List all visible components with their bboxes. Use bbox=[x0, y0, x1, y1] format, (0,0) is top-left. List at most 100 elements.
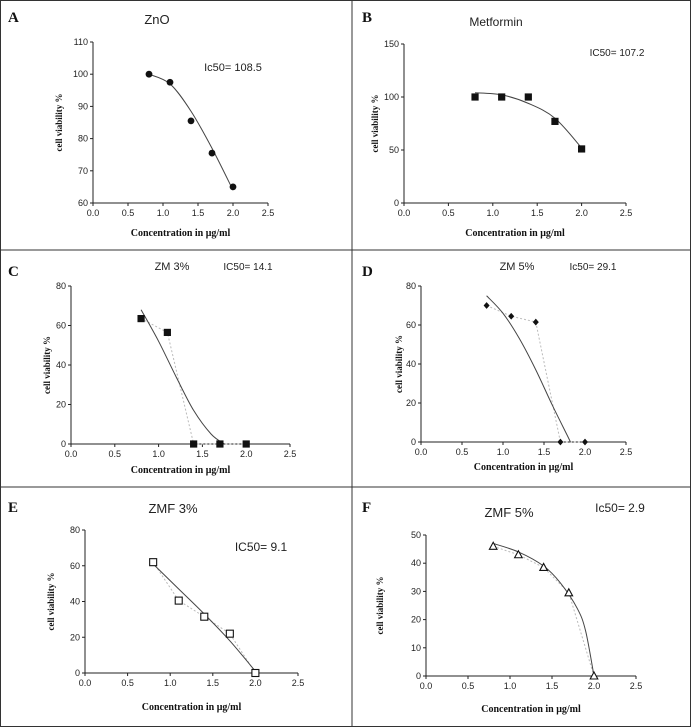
data-point bbox=[166, 78, 174, 86]
x-axis-label: Concentration in μg/ml bbox=[474, 462, 574, 473]
y-tick-label: 10 bbox=[411, 643, 421, 653]
ic50-label: IC50= 107.2 bbox=[590, 48, 645, 59]
y-axis-label: cell viability % bbox=[394, 335, 404, 393]
chart-title: ZM 3% bbox=[155, 261, 190, 273]
x-axis-label: Concentration in μg/ml bbox=[465, 228, 565, 239]
x-tick-label: 2.0 bbox=[227, 208, 240, 218]
x-tick-label: 1.5 bbox=[531, 208, 544, 218]
y-tick-label: 60 bbox=[406, 320, 416, 330]
y-tick-label: 20 bbox=[411, 615, 421, 625]
y-tick-label: 40 bbox=[70, 597, 80, 607]
x-tick-label: 1.0 bbox=[164, 678, 177, 688]
y-tick-label: 0 bbox=[75, 668, 80, 678]
y-axis-label: cell viability % bbox=[46, 573, 56, 631]
panels: A ZnO Ic50= 108.5 0.0 0.5 1.0 1.5 2.0 2.5 60 70 80 9… bbox=[8, 10, 645, 715]
y-tick-label: 60 bbox=[56, 321, 66, 331]
data-connector-line bbox=[486, 305, 585, 443]
x-tick-label: 2.5 bbox=[630, 681, 643, 691]
y-tick-label: 70 bbox=[78, 166, 88, 176]
x-tick-label: 0.0 bbox=[415, 447, 428, 457]
panel-f: F ZMF 5% Ic50= 2.9 0.0 0.5 1.0 1.5 2.0 2.5 0 10 20 3… bbox=[362, 500, 645, 715]
panel-a: A ZnO Ic50= 108.5 0.0 0.5 1.0 1.5 2.0 2.5 60 70 80 9… bbox=[8, 10, 274, 239]
data-point bbox=[578, 145, 586, 153]
x-tick-label: 0.0 bbox=[79, 678, 92, 688]
y-tick-label: 50 bbox=[389, 145, 399, 155]
y-axis-label: cell viability % bbox=[375, 577, 385, 635]
data-point bbox=[163, 328, 171, 337]
y-axis-label: cell viability % bbox=[370, 95, 380, 153]
x-tick-label: 2.5 bbox=[620, 208, 633, 218]
y-tick-label: 100 bbox=[73, 69, 88, 79]
data-point bbox=[225, 629, 234, 638]
data-point bbox=[532, 318, 539, 326]
data-point bbox=[471, 93, 479, 101]
panel-letter: D bbox=[362, 264, 373, 280]
y-axis-label: cell viability % bbox=[42, 336, 52, 394]
y-tick-label: 30 bbox=[411, 586, 421, 596]
x-tick-label: 2.5 bbox=[620, 447, 633, 457]
y-axis-label: cell viability % bbox=[54, 94, 64, 152]
chart-title: ZMF 3% bbox=[148, 501, 198, 516]
x-tick-label: 0.5 bbox=[456, 447, 469, 457]
x-tick-label: 1.0 bbox=[157, 208, 170, 218]
ic50-label: Ic50= 29.1 bbox=[570, 262, 617, 273]
x-tick-label: 2.5 bbox=[284, 449, 297, 459]
y-tick-label: 80 bbox=[406, 281, 416, 291]
x-tick-label: 1.0 bbox=[152, 449, 165, 459]
fit-curve bbox=[148, 73, 234, 191]
y-tick-label: 100 bbox=[384, 92, 399, 102]
data-point bbox=[589, 670, 599, 680]
y-tick-label: 20 bbox=[70, 632, 80, 642]
x-tick-label: 2.0 bbox=[588, 681, 601, 691]
y-tick-label: 110 bbox=[74, 37, 88, 47]
x-tick-label: 2.0 bbox=[240, 449, 253, 459]
y-tick-label: 40 bbox=[411, 558, 421, 568]
data-point bbox=[137, 314, 145, 323]
x-tick-label: 1.0 bbox=[504, 681, 517, 691]
data-point bbox=[242, 440, 250, 448]
y-tick-label: 40 bbox=[406, 359, 416, 369]
y-tick-label: 20 bbox=[406, 398, 416, 408]
y-tick-label: 60 bbox=[78, 198, 88, 208]
ic50-label: Ic50= 2.9 bbox=[595, 501, 645, 515]
x-tick-label: 1.0 bbox=[487, 208, 500, 218]
chart-title: ZMF 5% bbox=[484, 505, 534, 520]
data-point bbox=[187, 117, 195, 125]
x-tick-label: 2.5 bbox=[292, 678, 305, 688]
data-point bbox=[508, 312, 515, 320]
data-point bbox=[582, 438, 588, 446]
y-tick-label: 80 bbox=[70, 525, 80, 535]
data-point bbox=[551, 117, 559, 125]
data-point bbox=[200, 612, 209, 621]
panel-b: B Metformin IC50= 107.2 0.0 0.5 1.0 1.5 2.0 2.5 0… bbox=[362, 10, 645, 239]
data-point bbox=[524, 93, 532, 101]
x-tick-label: 0.0 bbox=[398, 208, 411, 218]
data-point bbox=[174, 596, 183, 605]
y-tick-label: 150 bbox=[384, 39, 399, 49]
panel-e: E ZMF 3% IC50= 9.1 0.0 0.5 1.0 1.5 2.0 2.5 0 20 40 6… bbox=[8, 500, 304, 713]
x-tick-label: 2.0 bbox=[249, 678, 262, 688]
data-point bbox=[483, 302, 490, 309]
chart-title: ZnO bbox=[144, 12, 169, 27]
data-point bbox=[190, 440, 198, 448]
x-axis-label: Concentration in μg/ml bbox=[131, 465, 231, 476]
x-tick-label: 2.0 bbox=[579, 447, 592, 457]
data-point bbox=[564, 587, 574, 597]
y-tick-label: 20 bbox=[56, 400, 66, 410]
data-point bbox=[216, 440, 224, 448]
x-tick-label: 1.5 bbox=[207, 678, 220, 688]
ic50-label: IC50= 9.1 bbox=[235, 540, 288, 554]
fit-curve bbox=[486, 295, 571, 443]
y-tick-label: 40 bbox=[56, 360, 66, 370]
panel-letter: E bbox=[8, 500, 18, 516]
panel-d: D ZM 5% Ic50= 29.1 0.0 0.5 1.0 1.5 2.0 2.5 0 20 40 6… bbox=[362, 261, 632, 473]
y-tick-label: 90 bbox=[78, 101, 88, 111]
data-point bbox=[557, 438, 564, 446]
panel-letter: B bbox=[362, 10, 372, 26]
x-tick-label: 2.5 bbox=[262, 208, 275, 218]
data-point bbox=[229, 183, 237, 191]
x-tick-label: 0.0 bbox=[65, 449, 78, 459]
